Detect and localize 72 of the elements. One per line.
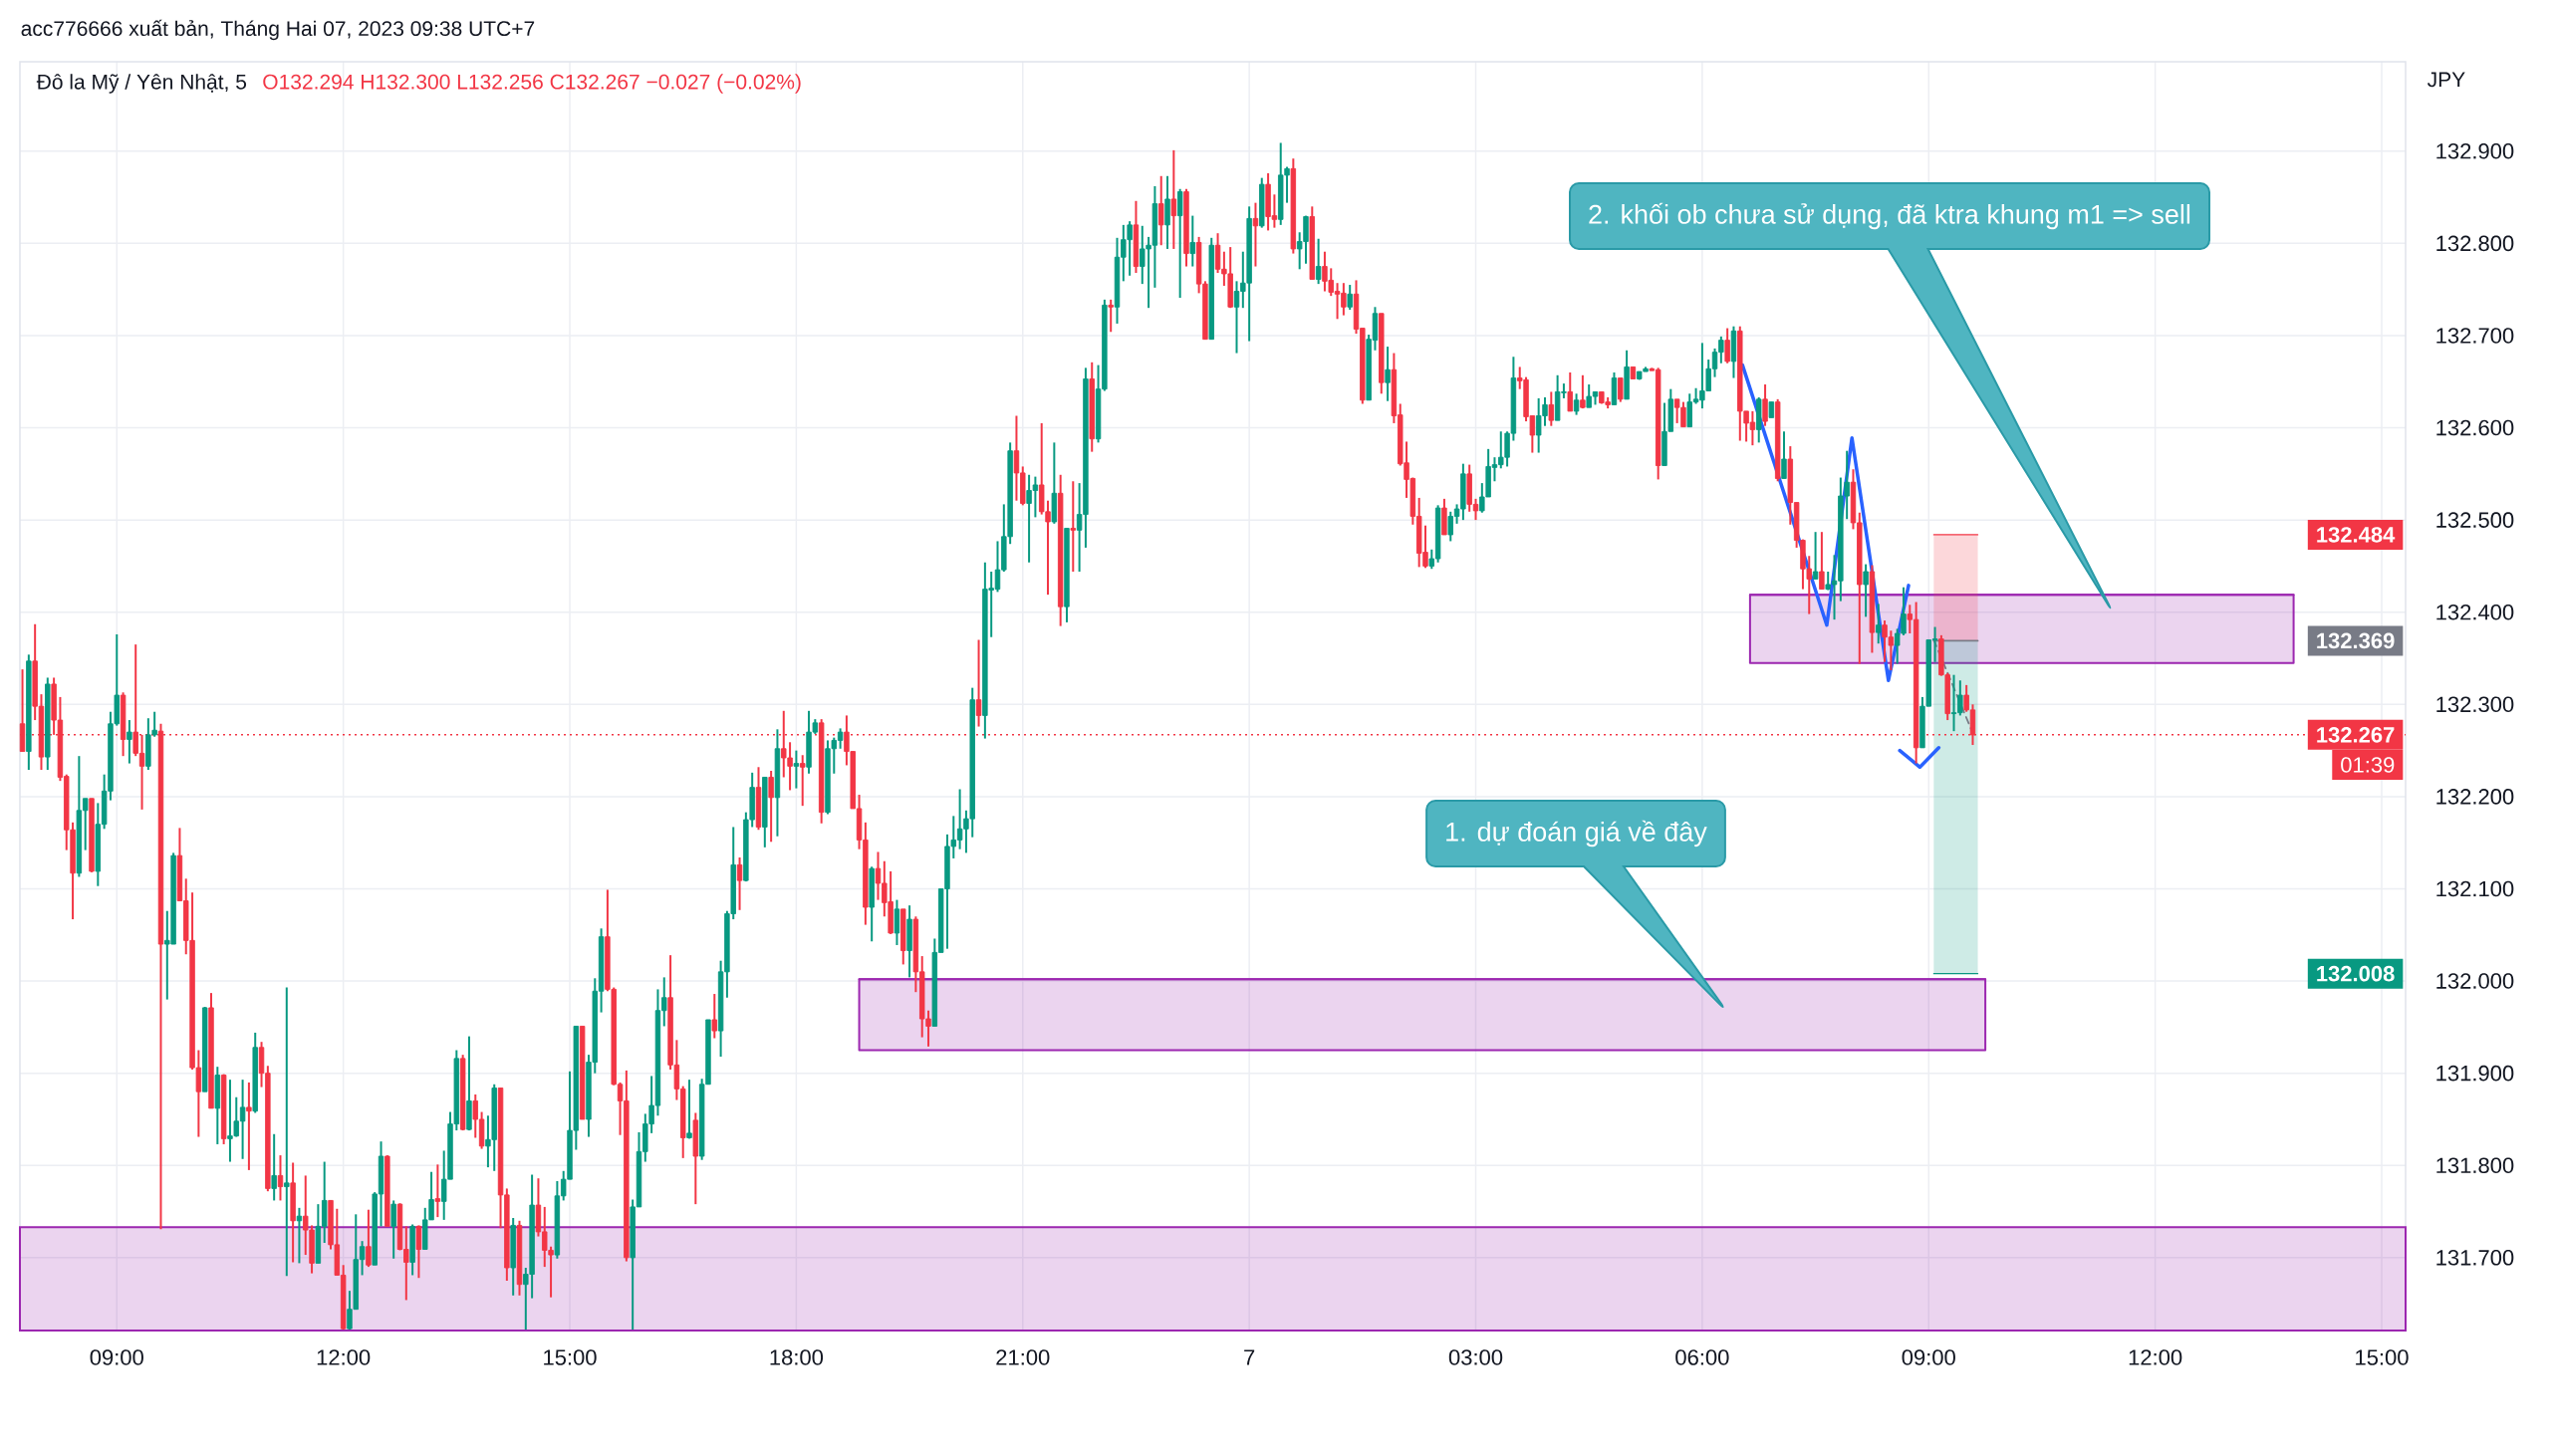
- text: Đô la Mỹ / Yên Nhật, 5: [36, 74, 247, 94]
- candlestick: [1189, 214, 1196, 268]
- candlestick: [1170, 148, 1177, 250]
- y-tick-label: 132.600: [2436, 419, 2514, 436]
- y-tick-label: 132.100: [2436, 880, 2514, 897]
- y-tick-label: 132.300: [2436, 696, 2514, 713]
- candlestick: [1347, 284, 1353, 312]
- candlestick: [799, 754, 806, 808]
- y-tick-label: 132.700: [2436, 328, 2514, 344]
- y-tick-label: 132.900: [2436, 143, 2514, 159]
- candlestick: [127, 719, 132, 765]
- candlestick: [1724, 327, 1730, 364]
- candlestick: [1573, 392, 1580, 416]
- candlestick: [1781, 430, 1787, 480]
- candlestick: [793, 749, 800, 790]
- candlestick: [768, 769, 774, 844]
- candlestick: [711, 993, 718, 1040]
- candlestick: [434, 1163, 441, 1219]
- y-tick-label: 131.700: [2436, 1250, 2514, 1266]
- candlestick: [1108, 298, 1114, 334]
- annotation: 1. dự đoán giá về đây: [1446, 820, 1707, 848]
- annotation: 2. khối ob chưa sử dụng, đã ktra khung m1 => sell: [1589, 202, 2190, 230]
- x-tick-label: 09:00: [1902, 1349, 1955, 1365]
- chart-title: acc776666 xuất bản, Tháng Hai 07, 2023 09:38 UTC+7: [21, 19, 535, 41]
- y-tick-label: 132.200: [2436, 789, 2514, 805]
- y-axis-title: JPY: [2427, 72, 2465, 88]
- x-tick-label: 21:00: [996, 1349, 1050, 1365]
- annotation: 132.484: [2317, 527, 2396, 543]
- x-tick-label: 15:00: [2356, 1349, 2409, 1365]
- x-tick-label: 06:00: [1675, 1349, 1729, 1365]
- candlestick: [271, 1132, 277, 1202]
- candlestick: [390, 1199, 396, 1260]
- y-tick-label: 132.400: [2436, 604, 2514, 620]
- x-tick-label: 7: [1244, 1349, 1255, 1365]
- candlestick: [686, 1079, 692, 1140]
- candlestick: [1252, 201, 1259, 268]
- y-tick-label: 132.800: [2436, 235, 2514, 252]
- annotation: 132.369: [2317, 632, 2395, 649]
- candlestick: [1385, 346, 1391, 402]
- annotation: O132.294 H132.300 L132.256 C132.267 −0.027 (−0.02%): [263, 74, 801, 94]
- x-tick-label: 12:00: [317, 1349, 371, 1365]
- candlestick: [277, 1154, 284, 1202]
- candlestick: [1070, 480, 1077, 573]
- y-tick-label: 132.000: [2436, 973, 2514, 989]
- candlestick: [1580, 373, 1586, 410]
- candlestick: [1548, 390, 1555, 427]
- y-tick-label: 132.500: [2436, 512, 2514, 528]
- candlestick: [1863, 563, 1869, 618]
- candlestick: [1819, 531, 1825, 591]
- candlestick: [1762, 383, 1768, 427]
- x-tick-label: 09:00: [90, 1349, 143, 1365]
- x-tick-label: 03:00: [1448, 1349, 1503, 1365]
- candlestick: [1812, 531, 1819, 581]
- candlestick: [736, 856, 743, 911]
- y-tick-label: 131.900: [2436, 1065, 2514, 1082]
- ref-line-label: 132.267: [2317, 727, 2395, 743]
- candlestick: [366, 1208, 372, 1269]
- annotation: 132.008: [2317, 965, 2395, 982]
- candlestick: [246, 1081, 252, 1171]
- candlestick: [284, 986, 290, 1278]
- y-tick-label: 131.800: [2436, 1157, 2514, 1174]
- candlestick: [1315, 237, 1322, 286]
- candlestick: [1876, 603, 1882, 645]
- candlestick: [1157, 174, 1164, 247]
- candlestick: [1567, 371, 1573, 412]
- x-tick-label: 18:00: [770, 1349, 824, 1365]
- x-tick-label: 12:00: [2129, 1349, 2182, 1365]
- x-tick-label: 15:00: [544, 1349, 597, 1365]
- candlestick: [1618, 376, 1624, 403]
- candlestick: [975, 638, 982, 728]
- annotation: 01:39: [2341, 757, 2395, 773]
- candlestick: [415, 1224, 422, 1280]
